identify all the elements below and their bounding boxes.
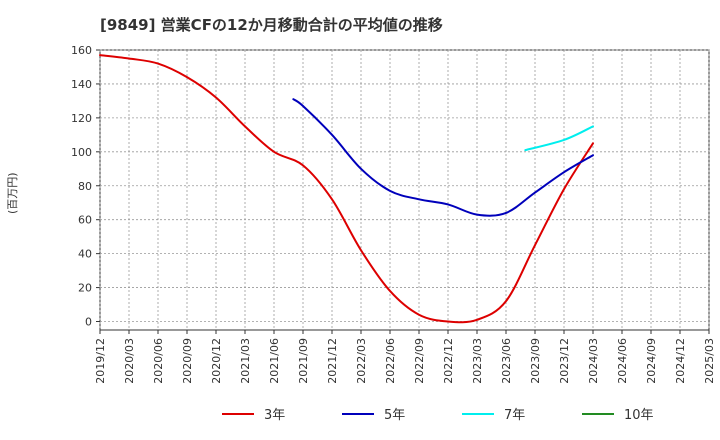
y-tick-label: 20 [78,282,92,295]
legend-label-3: 7年 [504,408,525,423]
x-tick-label: 2020/06 [152,338,165,384]
y-tick-label: 80 [78,180,92,193]
x-tick-label: 2022/09 [413,338,426,384]
y-tick-label: 60 [78,214,92,227]
x-tick-label: 2019/12 [94,338,107,384]
x-tick-label: 2024/12 [674,338,687,384]
x-tick-label: 2023/06 [500,338,513,384]
plot-area [99,49,710,331]
series-line-3 [524,125,594,152]
y-tick-label: 100 [71,146,92,159]
x-tick-label: 2021/12 [326,338,339,384]
x-tick-label: 2024/03 [587,338,600,384]
x-tick-label: 2023/03 [471,338,484,384]
legend-label-2: 5年 [384,408,405,423]
legend-label-1: 3年 [264,408,285,423]
x-tick-label: 2020/03 [123,338,136,384]
y-tick-label: 40 [78,248,92,261]
chart-title: [9849] 営業CFの12か月移動合計の平均値の推移 [100,16,443,34]
x-tick-label: 2024/09 [645,338,658,384]
x-tick-label: 2020/09 [181,338,194,384]
x-tick-label: 2023/12 [558,338,571,384]
x-tick-label: 2022/12 [442,338,455,384]
y-tick-label: 0 [85,316,92,329]
y-tick-label: 140 [71,78,92,91]
series-line-2 [292,98,594,217]
x-tick-label: 2021/06 [268,338,281,384]
x-tick-label: 2021/03 [239,338,252,384]
x-tick-label: 2020/12 [210,338,223,384]
x-tick-label: 2021/09 [297,338,310,384]
x-tick-label: 2022/03 [355,338,368,384]
legend-label-4: 10年 [624,408,654,423]
y-tick-label: 120 [71,112,92,125]
series-line-1 [99,54,594,324]
x-tick-label: 2022/06 [384,338,397,384]
x-tick-label: 2023/09 [529,338,542,384]
x-tick-label: 2024/06 [616,338,629,384]
x-tick-label: 2025/03 [703,338,716,384]
y-tick-label: 160 [71,44,92,57]
